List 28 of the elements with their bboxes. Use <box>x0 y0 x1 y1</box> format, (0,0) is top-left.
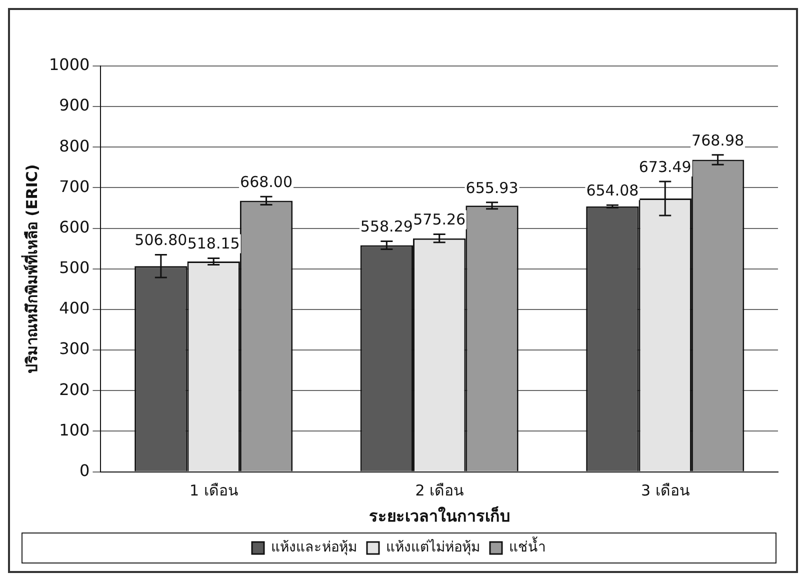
data-label: 655.93 <box>466 178 518 197</box>
y-tick-label: 1000 <box>49 55 90 74</box>
x-axis-title: ระยะเวลาในการเก็บ <box>368 504 510 526</box>
data-label: 575.26 <box>413 210 466 229</box>
x-tick-label: 2 เดือน <box>415 482 464 500</box>
y-tick-label: 200 <box>59 380 90 399</box>
legend-label: แช่น้ำ <box>509 536 546 556</box>
legend-label: แห้งและห่อหุ้ม <box>271 540 357 556</box>
data-label: 768.98 <box>692 131 744 150</box>
y-tick-label: 100 <box>59 420 90 440</box>
y-tick-label: 300 <box>59 339 90 358</box>
data-label: 506.80 <box>134 231 188 250</box>
x-tick-label: 1 เดือน <box>189 482 238 500</box>
legend-label: แห้งแต่ไม่ห่อหุ้ม <box>386 538 480 556</box>
y-tick-label: 400 <box>59 298 90 318</box>
data-label: 673.49 <box>638 158 692 176</box>
data-label: 518.15 <box>187 234 240 253</box>
y-tick-label: 600 <box>59 217 90 236</box>
data-label: 558.29 <box>360 218 413 236</box>
y-tick-label: 800 <box>59 136 90 156</box>
data-label: 668.00 <box>240 173 293 192</box>
y-tick-label: 0 <box>80 460 90 480</box>
y-axis-title: ปริมาณหมึกพิมพ์ที่เหลือ (ERIC) <box>20 164 41 374</box>
y-tick-label: 900 <box>59 96 90 115</box>
x-tick-label: 3 เดือน <box>640 482 690 500</box>
y-tick-label: 700 <box>59 176 90 196</box>
y-tick-label: 500 <box>59 258 90 278</box>
data-label: 654.08 <box>586 182 639 200</box>
